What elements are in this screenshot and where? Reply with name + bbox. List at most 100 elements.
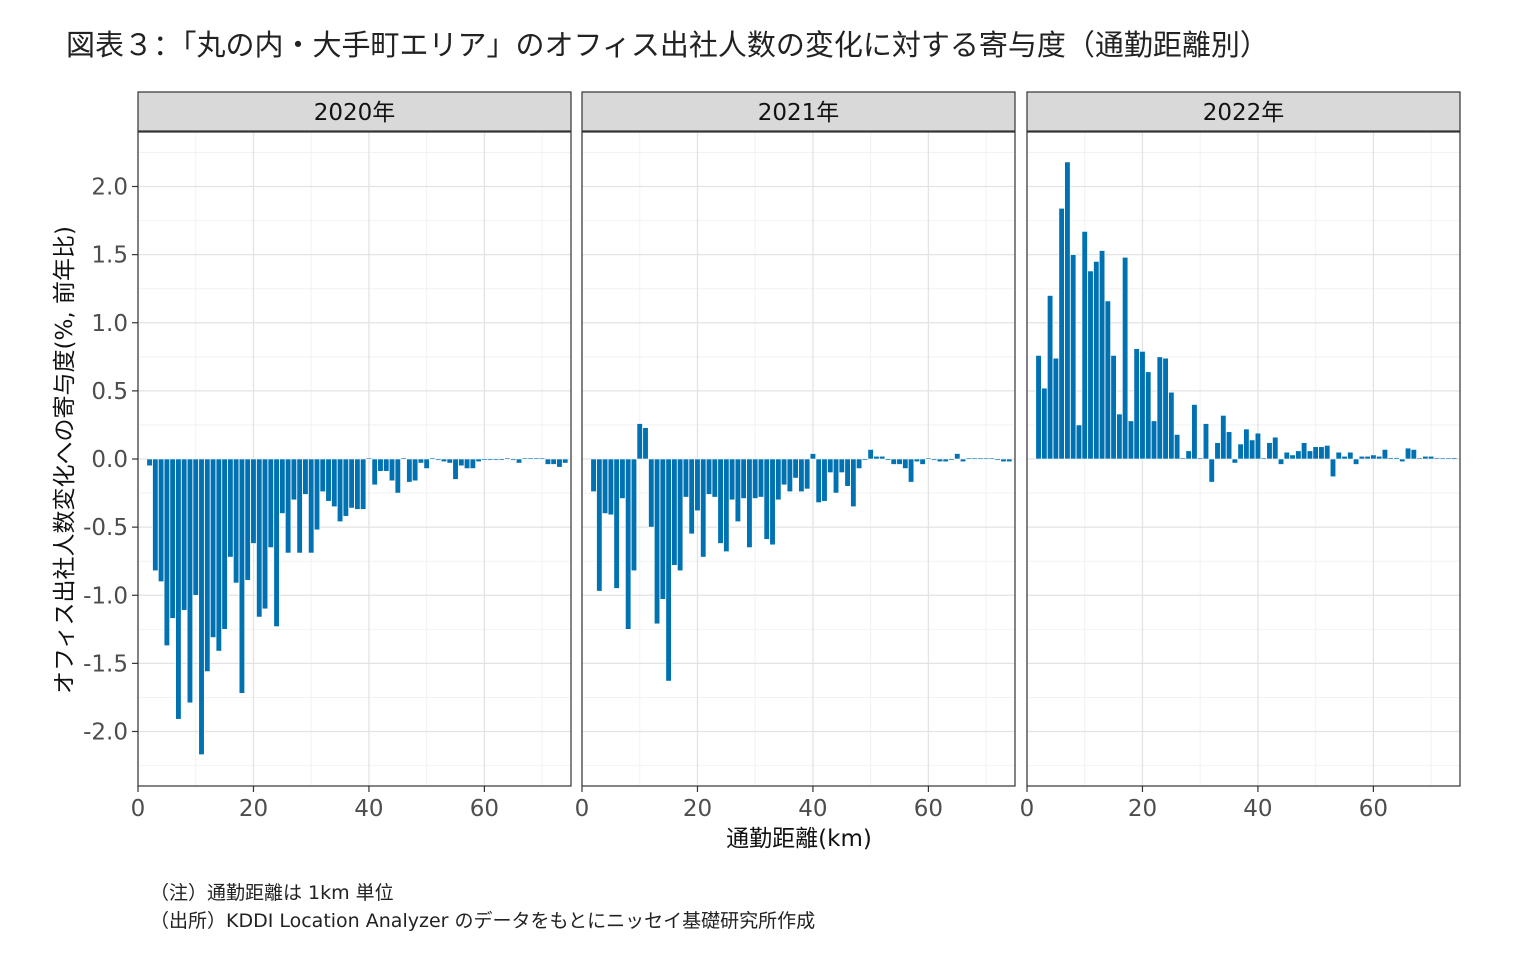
bar <box>936 458 943 463</box>
y-tick-label: 0.0 <box>91 447 128 473</box>
x-tick-label: 40 <box>354 796 383 822</box>
bar <box>602 458 609 514</box>
bar <box>1122 257 1129 460</box>
bar <box>1139 351 1146 460</box>
x-tick-label: 0 <box>131 796 146 822</box>
bar <box>648 458 655 528</box>
bar <box>423 458 430 469</box>
bar <box>192 458 199 596</box>
bar <box>267 458 274 548</box>
bar <box>498 458 505 461</box>
bar <box>861 458 868 461</box>
facet-strip <box>581 91 1016 132</box>
bar <box>1243 428 1250 460</box>
bar <box>867 449 874 460</box>
bar <box>665 458 672 682</box>
y-tick-label: 0.5 <box>91 379 128 405</box>
y-axis: -2.0 -1.5 -1.0 -0.5 0.0 0.5 1.0 1.5 2.0 <box>83 175 138 746</box>
bar <box>435 458 442 461</box>
bar <box>261 458 269 610</box>
bar <box>481 458 488 461</box>
bar <box>215 458 222 652</box>
bar <box>342 458 349 517</box>
bar <box>1035 355 1042 460</box>
bar <box>296 458 303 554</box>
bar <box>775 458 782 501</box>
x-tick-label: 0 <box>575 796 590 822</box>
x-tick-label: 40 <box>798 796 827 822</box>
bar <box>659 458 666 600</box>
bar <box>988 457 995 460</box>
bar <box>504 457 511 460</box>
bar <box>446 458 453 464</box>
bar <box>290 458 297 501</box>
bar <box>642 427 649 460</box>
bar <box>1347 451 1354 460</box>
bar <box>550 458 557 465</box>
x-axis-label: 通勤距離(km) <box>726 826 872 852</box>
bar <box>273 458 280 627</box>
bar <box>1312 446 1319 460</box>
bar <box>440 458 448 463</box>
bar <box>383 458 390 472</box>
bar <box>1329 458 1337 478</box>
bar <box>884 458 892 461</box>
bar <box>186 458 194 704</box>
bar <box>827 458 834 473</box>
bar <box>539 457 546 460</box>
bar <box>244 458 251 581</box>
bar <box>1358 455 1365 460</box>
footnote: （注）通勤距離は 1km 単位 <box>150 882 394 904</box>
bar <box>1428 455 1435 460</box>
bar <box>1370 454 1377 460</box>
bar <box>590 458 597 493</box>
y-tick-label: -1.5 <box>83 651 128 677</box>
bar <box>809 453 816 460</box>
bar <box>1070 254 1077 460</box>
bar <box>804 458 811 490</box>
bar <box>1087 270 1094 460</box>
bar <box>452 458 459 480</box>
y-tick-label: 1.0 <box>91 311 128 337</box>
bar <box>181 458 188 611</box>
bar <box>1364 455 1371 460</box>
bar <box>1341 455 1348 460</box>
bar <box>1116 413 1123 460</box>
bar <box>238 458 245 694</box>
bar <box>475 458 482 463</box>
bar <box>1260 457 1267 460</box>
bar <box>1168 391 1175 460</box>
bar <box>729 458 736 501</box>
bar <box>302 458 309 495</box>
bar <box>1451 457 1458 460</box>
x-tick-label: 60 <box>914 796 943 822</box>
bar <box>757 458 765 498</box>
y-tick-label: -2.0 <box>83 720 128 746</box>
bar <box>890 458 897 465</box>
bar <box>746 458 753 548</box>
bar <box>931 458 938 461</box>
panel-border <box>1026 131 1461 787</box>
bar <box>919 458 926 465</box>
bar <box>1133 348 1140 460</box>
bar <box>325 458 332 502</box>
bar <box>492 458 499 461</box>
bar <box>908 458 915 483</box>
bar <box>1266 442 1273 460</box>
bar <box>798 458 805 493</box>
bar <box>1220 415 1227 460</box>
bar <box>394 458 401 494</box>
bar <box>354 458 361 510</box>
facet-panels: 2020年 2021年 2022年 <box>137 91 1461 787</box>
bar <box>1422 455 1429 460</box>
bar <box>487 458 494 461</box>
bar <box>723 458 730 552</box>
bar <box>971 457 978 460</box>
bar <box>1410 449 1417 460</box>
bar <box>308 458 315 554</box>
bar <box>815 458 822 503</box>
bar <box>1439 457 1446 460</box>
facet-strip <box>1026 91 1461 132</box>
bar <box>1000 458 1007 463</box>
